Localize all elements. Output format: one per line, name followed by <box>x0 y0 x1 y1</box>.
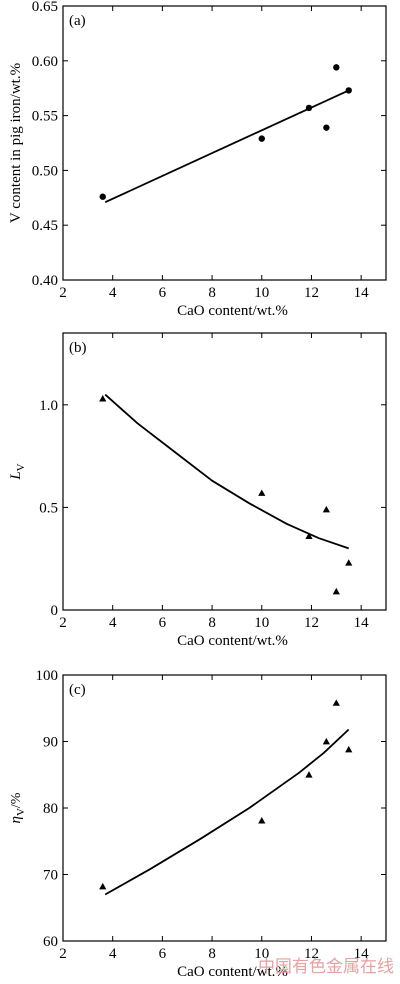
x-axis-label: CaO content/wt.% <box>177 303 288 319</box>
y-axis-label: LV <box>8 463 27 480</box>
y-tick-label: 100 <box>36 668 59 684</box>
data-point <box>305 104 313 112</box>
plot-frame <box>62 332 387 611</box>
x-tick-label: 12 <box>304 946 319 962</box>
plot-frame <box>62 674 387 942</box>
x-tick-label: 4 <box>109 946 117 962</box>
data-point <box>322 505 330 513</box>
panel-label: (a) <box>69 13 86 29</box>
y-axis-label-sub: V <box>15 808 27 816</box>
y-tick-label: 60 <box>43 934 58 950</box>
y-axis-label-main: η <box>8 816 24 823</box>
x-tick-label: 2 <box>59 615 67 631</box>
data-point <box>345 745 353 753</box>
y-axis-label-main: L <box>8 471 24 480</box>
x-tick-label: 6 <box>159 946 167 962</box>
x-axis-label: CaO content/wt.% <box>177 964 288 980</box>
data-point <box>345 87 352 94</box>
x-tick-label: 14 <box>354 946 370 962</box>
x-tick-label: 8 <box>208 615 216 631</box>
y-axis-label: V content in pig iron/wt.% <box>8 63 24 223</box>
x-tick-label: 4 <box>109 285 117 301</box>
y-tick-label: 90 <box>43 735 58 751</box>
y-axis-label-unit: /% <box>9 792 24 808</box>
y-tick-label: 0.40 <box>32 273 58 289</box>
y-tick-label: 0.55 <box>32 109 58 125</box>
x-tick-label: 8 <box>208 285 216 301</box>
data-point <box>258 817 266 824</box>
data-point <box>305 532 313 540</box>
x-tick-label: 10 <box>254 615 269 631</box>
x-tick-label: 14 <box>354 615 370 631</box>
fit-curve <box>104 728 350 896</box>
x-tick-label: 8 <box>208 946 216 962</box>
y-tick-label: 70 <box>43 868 58 884</box>
panel-a: 2 4 6 8 10 12 14 0.40 0.45 0.50 0.55 0.60 0.65 (a) CaO… <box>8 0 387 319</box>
y-axis-label: ηV/% <box>8 792 27 823</box>
x-tick-label: 14 <box>354 285 370 301</box>
panel-label: (c) <box>69 682 86 698</box>
data-point <box>99 395 107 402</box>
y-tick-label: 1.0 <box>39 398 58 414</box>
data-point <box>258 135 265 142</box>
x-tick-label: 10 <box>254 946 269 962</box>
data-point <box>332 699 340 706</box>
x-axis-label: CaO content/wt.% <box>177 633 288 649</box>
data-point <box>332 587 340 595</box>
data-point <box>99 193 106 200</box>
y-tick-label: 0 <box>51 603 59 619</box>
plot-frame <box>62 5 387 281</box>
data-point <box>322 737 330 745</box>
fit-curve <box>104 393 349 550</box>
y-axis-label-sub: V <box>15 463 27 471</box>
x-tick-label: 10 <box>254 285 269 301</box>
y-tick-label: 0.60 <box>32 54 58 70</box>
data-point <box>305 771 313 778</box>
panel-label: (b) <box>69 340 87 356</box>
x-tick-label: 2 <box>59 285 67 301</box>
data-point <box>345 559 353 566</box>
x-tick-label: 12 <box>304 285 319 301</box>
x-tick-label: 6 <box>159 615 167 631</box>
y-tick-label: 0.65 <box>32 0 58 15</box>
y-tick-label: 80 <box>43 801 58 817</box>
data-point <box>323 124 330 131</box>
y-tick-label: 0.5 <box>39 500 58 516</box>
panel-c: 2 4 6 8 10 12 14 60 70 80 90 100 (c) CaO content/wt.%… <box>8 668 387 980</box>
y-tick-label: 0.50 <box>32 163 58 179</box>
data-point <box>99 882 107 890</box>
x-tick-label: 4 <box>109 615 117 631</box>
data-point <box>258 489 266 496</box>
watermark-text: 中国有色金属在线 <box>258 957 394 977</box>
data-point <box>333 64 340 71</box>
x-tick-label: 6 <box>159 285 167 301</box>
x-tick-label: 2 <box>59 946 67 962</box>
fit-curve <box>104 89 350 204</box>
y-tick-label: 0.45 <box>32 218 58 234</box>
x-tick-label: 12 <box>304 615 319 631</box>
panel-b: 2 4 6 8 10 12 14 0 0.5 1.0 (b) CaO content/wt.% LV <box>8 332 387 649</box>
